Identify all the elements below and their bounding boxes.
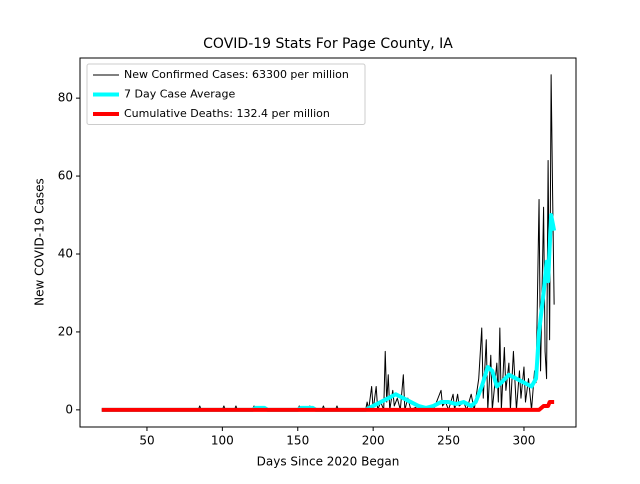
series-line (101, 74, 555, 411)
y-tick-label: 60 (58, 169, 73, 183)
legend-label: Cumulative Deaths: 132.4 per million (124, 107, 330, 120)
y-tick-label: 20 (58, 324, 73, 338)
x-tick-label: 200 (362, 434, 385, 448)
legend-box (86, 63, 366, 125)
y-tick-label: 80 (58, 91, 73, 105)
x-tick-label: 250 (437, 434, 460, 448)
series-line (101, 400, 555, 412)
x-tick-label: 150 (286, 434, 309, 448)
legend-label: 7 Day Case Average (124, 88, 236, 101)
plot-frame (79, 57, 577, 428)
y-axis-label: New COVID-19 Cases (33, 178, 47, 306)
legend-label: New Confirmed Cases: 63300 per million (124, 68, 349, 81)
y-tick-label: 0 (65, 402, 73, 416)
x-tick-label: 100 (211, 434, 234, 448)
series-line (101, 213, 557, 412)
x-axis-label: Days Since 2020 Began (257, 455, 400, 469)
x-tick-label: 50 (139, 434, 154, 448)
chart-title: COVID-19 Stats For Page County, IA (203, 36, 453, 52)
x-tick-label: 300 (513, 434, 536, 448)
y-tick-label: 40 (58, 246, 73, 260)
